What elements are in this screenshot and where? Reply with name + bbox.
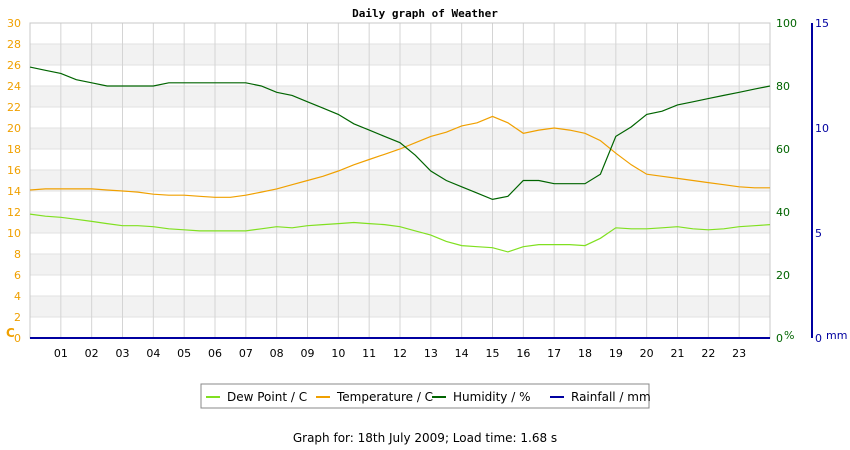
right1-tick-label: 80 bbox=[776, 80, 790, 93]
x-tick-label: 07 bbox=[239, 347, 253, 360]
right1-tick-label: 60 bbox=[776, 143, 790, 156]
left-tick-label: 26 bbox=[7, 59, 21, 72]
left-axis-unit: C bbox=[6, 326, 15, 340]
x-tick-label: 09 bbox=[301, 347, 315, 360]
x-tick-label: 16 bbox=[516, 347, 530, 360]
x-tick-label: 10 bbox=[331, 347, 345, 360]
left-tick-label: 10 bbox=[7, 227, 21, 240]
x-tick-label: 18 bbox=[578, 347, 592, 360]
right1-axis-unit: % bbox=[784, 329, 794, 342]
right2-tick-label: 0 bbox=[815, 332, 822, 345]
right1-tick-label: 100 bbox=[776, 17, 797, 30]
x-tick-label: 19 bbox=[609, 347, 623, 360]
left-tick-label: 24 bbox=[7, 80, 21, 93]
right1-tick-label: 20 bbox=[776, 269, 790, 282]
x-tick-label: 06 bbox=[208, 347, 222, 360]
x-tick-label: 17 bbox=[547, 347, 561, 360]
x-tick-label: 05 bbox=[177, 347, 191, 360]
right2-tick-label: 15 bbox=[815, 17, 829, 30]
footer-text: Graph for: 18th July 2009; Load time: 1.… bbox=[0, 431, 850, 445]
legend-label: Dew Point / C bbox=[227, 390, 307, 404]
left-tick-label: 30 bbox=[7, 17, 21, 30]
x-tick-label: 03 bbox=[116, 347, 130, 360]
x-tick-label: 13 bbox=[424, 347, 438, 360]
right-rainfall-tick-labels: 0 5 10 15 bbox=[815, 17, 829, 345]
x-tick-labels: 01 02 03 04 05 06 07 08 09 10 11 12 13 14 15 16 17 18 19 20… bbox=[54, 347, 746, 360]
x-tick-label: 08 bbox=[270, 347, 284, 360]
x-tick-label: 15 bbox=[486, 347, 500, 360]
left-tick-label: 4 bbox=[14, 290, 21, 303]
right1-tick-label: 0 bbox=[776, 332, 783, 345]
right2-tick-label: 10 bbox=[815, 122, 829, 135]
x-tick-label: 21 bbox=[671, 347, 685, 360]
x-tick-label: 23 bbox=[732, 347, 746, 360]
chart-title: Daily graph of Weather bbox=[352, 7, 498, 20]
left-tick-label: 6 bbox=[14, 269, 21, 282]
left-tick-label: 14 bbox=[7, 185, 21, 198]
left-tick-label: 16 bbox=[7, 164, 21, 177]
left-tick-label: 20 bbox=[7, 122, 21, 135]
left-tick-label: 0 bbox=[14, 332, 21, 345]
right2-tick-label: 5 bbox=[815, 227, 822, 240]
left-tick-label: 18 bbox=[7, 143, 21, 156]
x-tick-label: 22 bbox=[701, 347, 715, 360]
x-tick-label: 01 bbox=[54, 347, 68, 360]
x-tick-label: 11 bbox=[362, 347, 376, 360]
legend: Dew Point / C Temperature / C Humidity / %… bbox=[201, 384, 651, 408]
x-tick-label: 02 bbox=[85, 347, 99, 360]
x-tick-label: 20 bbox=[640, 347, 654, 360]
right2-axis-unit: mm bbox=[826, 329, 847, 342]
legend-label: Rainfall / mm bbox=[571, 390, 651, 404]
x-tick-label: 14 bbox=[455, 347, 469, 360]
left-tick-label: 12 bbox=[7, 206, 21, 219]
x-tick-label: 12 bbox=[393, 347, 407, 360]
right-humidity-tick-labels: 0 20 40 60 80 100 bbox=[776, 17, 797, 345]
right1-tick-label: 40 bbox=[776, 206, 790, 219]
left-tick-label: 2 bbox=[14, 311, 21, 324]
left-tick-label: 22 bbox=[7, 101, 21, 114]
left-tick-label: 8 bbox=[14, 248, 21, 261]
legend-label: Humidity / % bbox=[453, 390, 530, 404]
legend-label: Temperature / C bbox=[336, 390, 433, 404]
left-tick-label: 28 bbox=[7, 38, 21, 51]
x-tick-label: 04 bbox=[146, 347, 160, 360]
